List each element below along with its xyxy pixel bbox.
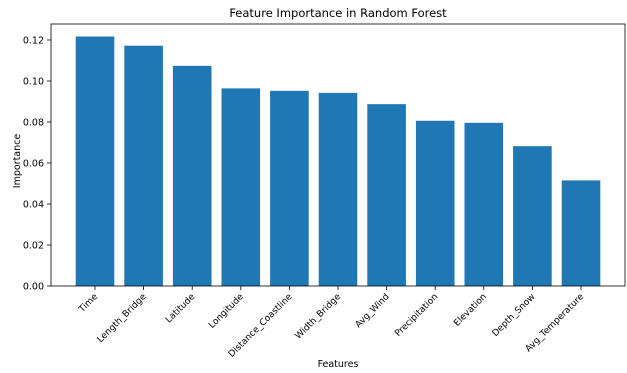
bar-avg-wind [367,104,406,287]
bar-elevation [464,122,504,286]
bar-width-bridge [318,92,358,286]
x-tick-label: Length_Bridge [96,292,149,345]
y-tick-label: 0.00 [23,282,44,293]
x-tick-label: Elevation [452,292,489,329]
x-tick-label: Precipitation [393,292,440,339]
bar-avg-temperature [561,180,601,286]
bar-time [75,36,115,286]
bar-distance-coastline [270,90,309,286]
chart-title: Feature Importance in Random Forest [229,6,447,20]
bars-group [75,36,601,287]
x-tick-label: Width_Bridge [294,292,344,342]
bar-latitude [172,65,212,286]
bar-longitude [221,88,261,286]
x-tick-label: Depth_Snow [491,292,538,339]
bar-precipitation [415,120,455,286]
y-tick-label: 0.04 [23,199,44,210]
y-tick-label: 0.10 [23,76,44,87]
y-tick-label: 0.08 [23,117,44,128]
y-axis-label: Importance [12,134,23,189]
y-tick-label: 0.12 [23,35,44,46]
x-tick-label: Avg_Wind [354,292,392,330]
y-axis-ticks: 0.00 0.02 0.04 0.06 0.08 0.10 0.12 [23,35,51,293]
x-tick-label: Longitude [207,292,246,331]
plot-frame [50,23,626,287]
x-tick-label: Time [77,292,101,316]
x-tick-label: Latitude [164,292,198,326]
bar-depth-snow [513,146,552,286]
bar-length-bridge [124,45,163,286]
y-tick-label: 0.06 [23,158,44,169]
x-axis-label: Features [318,359,359,369]
y-tick-label: 0.02 [23,240,44,251]
